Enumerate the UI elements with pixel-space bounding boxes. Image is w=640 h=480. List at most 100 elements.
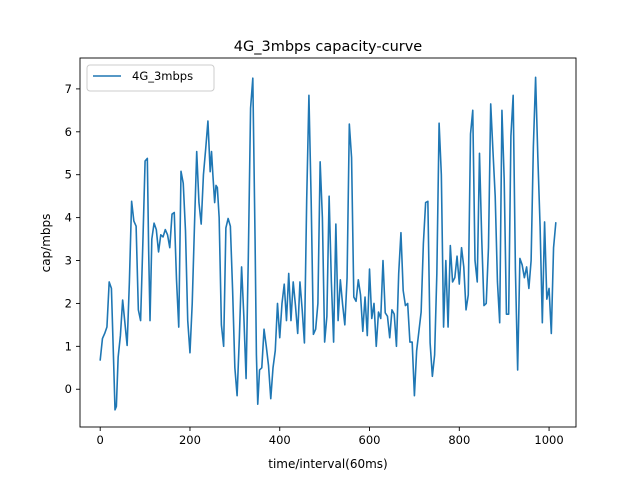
data-point (554, 221, 557, 224)
data-point (155, 228, 158, 231)
data-point (164, 228, 167, 231)
data-point (258, 368, 261, 371)
data-point (260, 366, 263, 369)
data-point (137, 308, 140, 311)
data-point (236, 394, 239, 397)
data-point (527, 287, 530, 290)
data-point (307, 94, 310, 97)
data-point (462, 265, 465, 268)
data-point (184, 229, 187, 232)
data-point (399, 231, 402, 234)
data-point (525, 265, 528, 268)
data-point (341, 303, 344, 306)
data-point (491, 150, 494, 153)
data-point (263, 328, 266, 331)
data-point (530, 259, 533, 262)
data-point (115, 405, 118, 408)
data-point (108, 280, 111, 283)
data-point (323, 341, 326, 344)
data-point (186, 319, 189, 322)
x-tick-label: 400 (269, 433, 291, 447)
data-point (449, 244, 452, 247)
data-point (166, 233, 169, 236)
data-point (465, 308, 468, 311)
plot-area (99, 76, 557, 411)
chart-title: 4G_3mbps capacity-curve (234, 39, 423, 55)
data-point (373, 302, 376, 305)
data-point (128, 280, 131, 283)
data-point (149, 319, 152, 322)
data-point (139, 319, 142, 322)
data-point (397, 272, 400, 275)
y-tick-label: 4 (65, 211, 72, 225)
data-point (370, 317, 373, 320)
data-point (216, 186, 219, 189)
data-point (173, 211, 176, 214)
data-point (447, 326, 450, 329)
data-point (200, 223, 203, 226)
data-point (287, 272, 290, 275)
data-point (453, 276, 456, 279)
data-point (303, 341, 306, 344)
data-point (177, 326, 180, 329)
data-point (404, 304, 407, 307)
data-point (552, 246, 555, 249)
data-point (411, 341, 414, 344)
data-point (417, 330, 420, 333)
data-point (451, 280, 454, 283)
data-point (379, 317, 382, 320)
data-point (339, 278, 342, 281)
data-point (420, 311, 423, 314)
data-point (487, 246, 490, 249)
data-point (101, 337, 104, 340)
data-point (150, 238, 153, 241)
data-point (157, 250, 160, 253)
data-point (296, 332, 299, 335)
data-point (328, 195, 331, 198)
data-point (283, 283, 286, 286)
data-point (426, 200, 429, 203)
y-tick-label: 1 (65, 339, 72, 353)
data-point (188, 351, 191, 354)
data-point (429, 341, 432, 344)
data-point (482, 304, 485, 307)
data-point (231, 289, 234, 292)
data-point (280, 302, 283, 305)
y-tick-label: 5 (65, 168, 72, 182)
data-point (238, 336, 241, 339)
data-point (480, 238, 483, 241)
data-point (469, 132, 472, 135)
data-point (193, 225, 196, 228)
data-point (123, 321, 126, 324)
y-tick-label: 2 (65, 296, 72, 310)
data-point (269, 397, 272, 400)
data-point (220, 323, 223, 326)
data-point (218, 216, 221, 219)
data-point (144, 159, 147, 162)
data-point (346, 276, 349, 279)
data-point (147, 250, 150, 253)
data-point (330, 280, 333, 283)
data-point (130, 200, 133, 203)
data-point (521, 263, 524, 266)
x-tick-label: 600 (359, 433, 381, 447)
data-point (182, 182, 185, 185)
data-point (402, 289, 405, 292)
data-point (500, 109, 503, 112)
data-point (114, 408, 117, 411)
data-point (312, 333, 315, 336)
data-point (375, 345, 378, 348)
data-point (467, 293, 470, 296)
data-point (265, 345, 268, 348)
data-point (274, 349, 277, 352)
data-point (99, 359, 102, 362)
y-tick-label: 3 (65, 254, 72, 268)
data-point (249, 107, 252, 110)
data-point (332, 341, 335, 344)
data-point (267, 364, 270, 367)
data-point (485, 302, 488, 305)
x-tick-label: 1000 (534, 433, 563, 447)
data-point (377, 311, 380, 314)
data-point (334, 223, 337, 226)
